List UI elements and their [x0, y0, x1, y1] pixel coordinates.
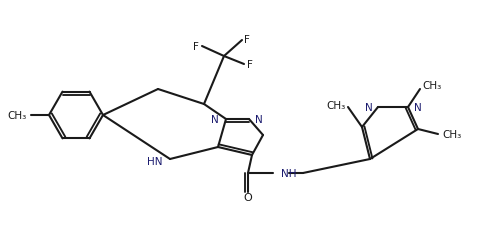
Text: F: F [193, 42, 199, 52]
Text: CH₃: CH₃ [422, 81, 441, 91]
Text: CH₃: CH₃ [8, 111, 27, 121]
Text: N: N [365, 103, 373, 113]
Text: HN: HN [147, 156, 162, 166]
Text: F: F [247, 60, 253, 70]
Text: O: O [244, 192, 252, 202]
Text: N: N [211, 114, 219, 124]
Text: NH: NH [281, 168, 297, 178]
Text: N: N [414, 103, 422, 113]
Text: N: N [255, 114, 263, 124]
Text: CH₃: CH₃ [442, 129, 461, 139]
Text: CH₃: CH₃ [327, 101, 346, 111]
Text: F: F [244, 35, 250, 45]
